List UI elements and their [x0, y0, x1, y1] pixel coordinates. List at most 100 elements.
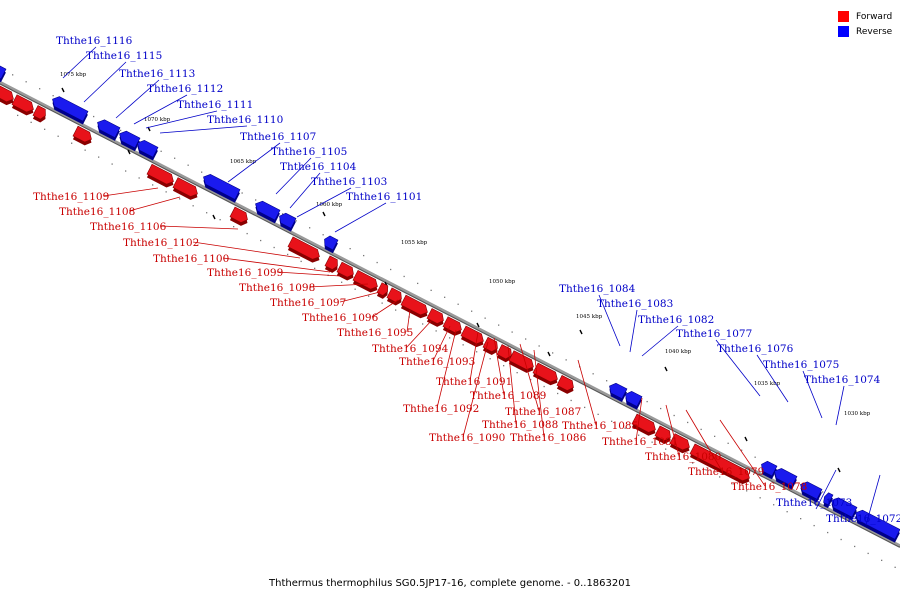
tick-mark	[773, 504, 775, 506]
tick-mark	[705, 469, 707, 471]
tick-mark	[678, 455, 680, 457]
gene-label-forward: Ththe16_1079	[688, 466, 764, 478]
forward-gene	[400, 294, 428, 319]
gene-label-reverse: Ththe16_1084	[559, 283, 636, 295]
gene-label-reverse: Ththe16_1110	[207, 114, 283, 126]
leader-line	[719, 419, 766, 487]
gene-label-forward: Ththe16_1087	[505, 406, 581, 418]
tick-mark	[84, 149, 86, 151]
tick-mark	[201, 171, 203, 173]
tick-mark	[744, 436, 748, 442]
gene-label-forward: Ththe16_1109	[33, 191, 109, 203]
gene-label-forward: Ththe16_1098	[239, 282, 315, 294]
tick-mark	[462, 344, 464, 346]
tick-mark	[687, 421, 689, 424]
reverse-gene	[625, 391, 643, 410]
tick-mark	[570, 399, 572, 402]
tick-mark	[881, 559, 883, 562]
tick-mark	[503, 365, 505, 367]
legend: Forward Reverse	[838, 9, 892, 39]
leader-line	[102, 187, 159, 197]
tick-mark	[282, 213, 284, 215]
leader-line	[462, 341, 489, 438]
gene-label-reverse: Ththe16_1101	[346, 191, 422, 203]
tick-mark	[98, 156, 100, 158]
tick-mark	[192, 205, 194, 207]
gene-body	[631, 413, 656, 433]
leader-line	[159, 125, 248, 134]
tick-mark	[476, 351, 478, 353]
forward-gene	[654, 425, 671, 444]
gene-label-reverse: Ththe16_1082	[638, 314, 714, 326]
tick-mark	[61, 87, 65, 93]
tick-mark	[160, 150, 162, 152]
gene-body	[287, 236, 320, 260]
tick-mark	[597, 413, 599, 416]
leader-line	[227, 142, 281, 183]
tick-mark	[246, 232, 248, 235]
tick-mark	[295, 220, 297, 222]
tick-mark	[260, 239, 262, 242]
leader-line	[685, 409, 723, 472]
tick-mark	[300, 260, 302, 263]
tick-mark	[273, 246, 275, 249]
tick-mark	[127, 149, 131, 155]
tick-mark	[854, 545, 856, 548]
tick-mark	[187, 164, 189, 166]
gene-body	[279, 212, 297, 229]
gene-body	[172, 177, 198, 197]
gene-body	[831, 497, 858, 518]
forward-gene	[336, 261, 354, 281]
forward-gene	[386, 287, 402, 306]
forward-gene	[11, 94, 34, 116]
reverse-gene	[855, 509, 900, 543]
gene-label-reverse: Ththe16_1104	[280, 161, 357, 173]
tick-mark	[30, 121, 32, 124]
tick-mark	[584, 406, 586, 409]
tick-mark	[71, 142, 73, 144]
gene-label-reverse: Ththe16_1105	[271, 146, 347, 158]
tick-mark	[665, 448, 667, 450]
gene-body	[609, 382, 628, 400]
forward-gene	[689, 443, 750, 485]
leader-line	[133, 94, 188, 125]
gene-label-forward: Ththe16_1088	[482, 419, 558, 431]
forward-gene	[426, 308, 444, 327]
tick-mark	[489, 358, 491, 360]
tick-mark	[727, 442, 729, 444]
tick-label: 1055 kbp	[401, 240, 428, 246]
legend-forward: Forward	[838, 9, 892, 24]
tick-mark	[57, 135, 59, 137]
gene-label-reverse: Ththe16_1083	[597, 298, 673, 310]
leader-line	[665, 404, 680, 457]
forward-gene	[229, 206, 248, 226]
leader-line	[436, 329, 457, 409]
forward-gene	[72, 125, 92, 146]
gene-label-reverse: Ththe16_1113	[119, 68, 195, 80]
leader-line	[815, 469, 837, 510]
reverse-gene	[324, 235, 339, 254]
gene-label-forward: Ththe16_1086	[510, 432, 587, 444]
gene-body	[823, 492, 834, 506]
tick-mark	[165, 191, 167, 193]
tick-mark	[664, 366, 668, 372]
tick-mark	[241, 192, 243, 194]
tick-mark	[800, 518, 802, 520]
leader-line	[756, 354, 789, 403]
tick-mark	[395, 309, 397, 311]
gene-body	[229, 206, 248, 223]
gene-label-reverse: Ththe16_1072	[826, 513, 900, 525]
forward-gene	[508, 350, 534, 373]
gene-body	[426, 308, 444, 324]
tick-mark	[25, 81, 27, 83]
tick-mark	[471, 310, 473, 312]
reverse-gene	[137, 140, 159, 161]
tick-mark	[309, 227, 311, 229]
gene-label-reverse: Ththe16_1073	[776, 497, 852, 509]
leader-line	[83, 61, 127, 103]
tick-mark	[111, 163, 113, 165]
gene-body	[324, 235, 339, 251]
leader-line	[128, 196, 181, 212]
leader-line	[577, 359, 597, 426]
tick-mark	[813, 524, 815, 527]
